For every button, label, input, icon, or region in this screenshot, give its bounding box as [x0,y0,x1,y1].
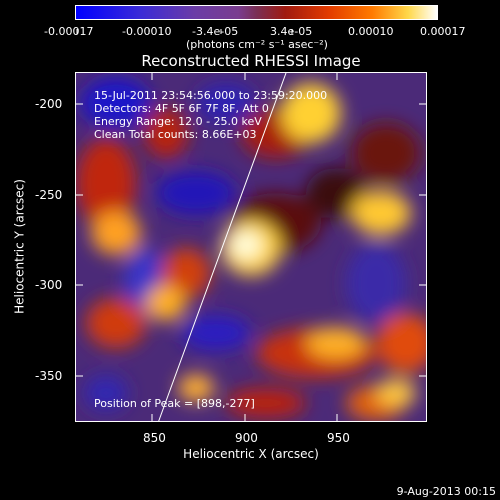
overlay-peak-position: Position of Peak = [898,-277] [94,397,255,410]
colorbar-tick-marks [75,20,438,34]
colorbar [75,5,438,20]
colorbar-tick-2: -3.4e-05 [192,25,239,38]
colorbar-tick-1: -0.00010 [122,25,172,38]
colorbar-tick-0: -0.00017 [44,25,94,38]
colorbar-tick-3: 3.4e-05 [270,25,313,38]
axis-ticks [75,72,427,422]
y-tick-label: -250 [35,188,63,202]
x-tick-label: 850 [143,431,166,445]
plot-title: Reconstructed RHESSI Image [141,52,361,70]
overlay-energy-range: Energy Range: 12.0 - 25.0 keV [94,115,262,128]
x-tick-label: 900 [235,431,258,445]
colorbar-tick-4: 0.00010 [348,25,394,38]
x-axis-label: Heliocentric X (arcsec) [183,447,319,461]
overlay-time-range: 15-Jul-2011 23:54:56.000 to 23:59:20.000 [94,89,328,102]
footer-date: 9-Aug-2013 00:15 [396,485,496,498]
colorbar-unit: (photons cm⁻² s⁻¹ asec⁻²) [186,38,328,51]
overlay-counts: Clean Total counts: 8.66E+03 [94,128,257,141]
y-tick-label: -300 [35,278,63,292]
y-tick-label: -200 [35,97,63,111]
x-tick-label: 950 [327,431,350,445]
colorbar-tick-5: 0.00017 [420,25,466,38]
y-tick-label: -350 [35,369,63,383]
y-axis-label: Heliocentric Y (arcsec) [12,179,27,314]
heatmap-image: 15-Jul-2011 23:54:56.000 to 23:59:20.000… [75,72,427,422]
overlay-detectors: Detectors: 4F 5F 6F 7F 8F, Att 0 [94,102,269,115]
